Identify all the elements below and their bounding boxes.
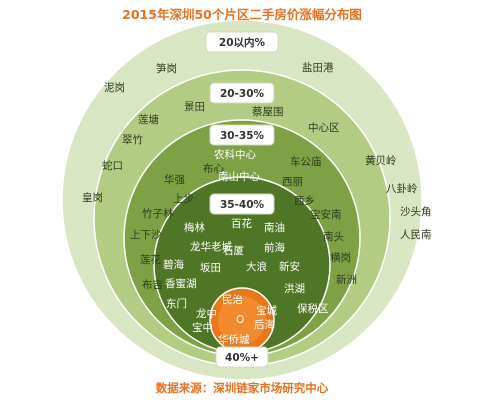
district-label: 西乡 [294,195,315,207]
district-label: 人民南 [400,228,432,241]
band-label: 40%+ [215,346,269,368]
district-label: 前海 [264,241,285,254]
district-label: 布吉 [142,279,163,291]
district-label: 梅林 [184,221,205,234]
district-label: 石厦 [223,245,244,257]
district-label: 保税区 [297,302,329,315]
band-label: 35-40% [209,193,275,215]
district-label: 莲塘 [138,113,159,126]
svg-text:30-35%: 30-35% [220,130,265,142]
district-label: 洪湖 [284,283,305,295]
district-label: 南头 [323,230,344,243]
district-label: 南山中心 [218,170,260,183]
district-label: 八卦岭 [386,182,418,195]
district-label: 华侨城 [218,333,250,346]
district-label: 沙头角 [400,206,432,218]
band-rings [61,19,423,381]
district-label: 盐田港 [302,61,334,74]
district-label: 新安 [279,260,300,273]
district-label: O [236,314,244,326]
district-label: 龙华老城 [190,240,232,253]
svg-text:35-40%: 35-40% [220,199,265,211]
district-label: 蛇口 [102,159,123,172]
district-label: 新洲 [336,273,357,286]
district-label: 皇岗 [82,191,103,204]
district-label: 坂田 [200,262,221,274]
district-label: 上步 [173,193,194,205]
district-label: 布心 [203,163,224,175]
district-label: 百花 [231,217,252,230]
district-label: 蔡屋围 [252,105,284,118]
district-label: 车公庙 [290,155,322,168]
district-label: 龙中 [196,307,217,320]
district-label: 上下沙 [130,229,162,241]
core-highlight [218,296,266,344]
svg-text:20以内%: 20以内% [219,36,266,49]
data-source: 数据来源：深圳链家市场研究中心 [156,381,329,395]
district-label: 宝安南 [310,208,342,221]
district-label: 南油 [264,221,285,234]
district-label: 东门 [166,297,187,310]
district-label: 大浪 [246,260,267,273]
district-label: 碧海 [163,258,184,271]
district-label: 翠竹 [122,133,143,146]
chart-title: 2015年深圳50个片区二手房价涨幅分布图 [122,7,362,22]
district-label: 华强 [164,173,185,186]
band-labels: 20以内% 20-30% 30-35% 35-40% 40%+ [205,31,279,368]
district-label: 笋岗 [156,62,177,75]
district-label: 景田 [184,101,205,113]
district-label: 莲花 [140,253,161,266]
district-label: 农科中心 [214,148,256,161]
district-label: 泥岗 [104,81,125,94]
district-label: 香蜜湖 [165,277,197,290]
district-label: 竹子林 [142,207,174,220]
svg-text:20-30%: 20-30% [220,88,265,100]
district-label: 后海 [254,318,275,331]
band-label: 20-30% [209,82,275,104]
district-label: 横岗 [330,251,351,264]
district-label: 民治 [222,293,243,306]
svg-text:40%+: 40%+ [225,352,259,364]
district-label: 黄贝岭 [365,154,397,167]
district-label: 宝中 [192,321,213,334]
district-label: 西丽 [282,176,303,188]
band-label: 20以内% [205,31,279,53]
district-label: 宝城 [256,304,277,317]
district-label: 中心区 [308,121,340,134]
band-label: 30-35% [209,124,275,146]
